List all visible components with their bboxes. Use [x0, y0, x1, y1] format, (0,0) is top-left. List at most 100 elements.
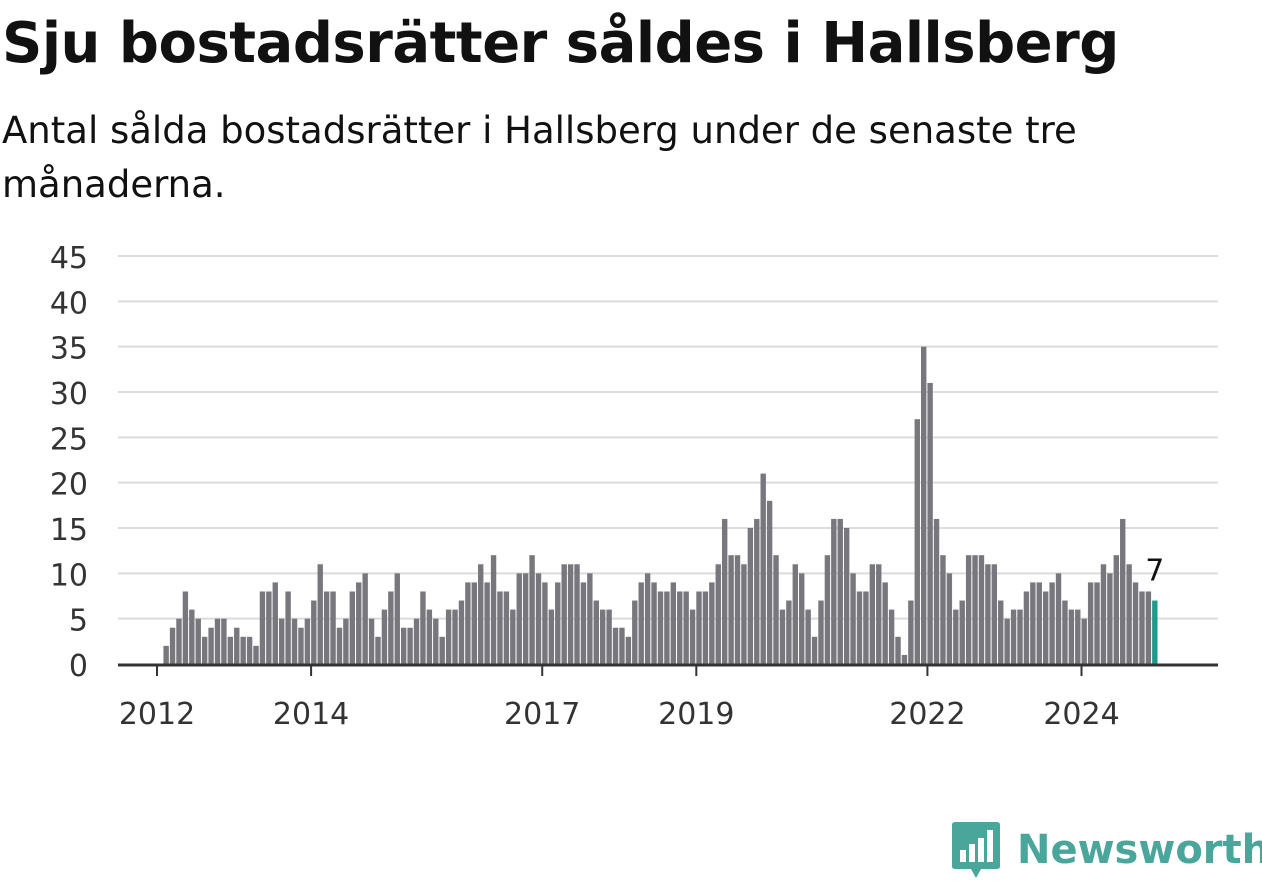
bar — [869, 564, 876, 664]
bar — [1010, 609, 1017, 664]
bar — [471, 582, 477, 664]
bar — [189, 609, 195, 664]
x-tick-label: 2012 — [119, 697, 195, 732]
bar — [1004, 618, 1010, 664]
bar — [747, 528, 754, 664]
bar — [311, 600, 317, 664]
bar — [927, 382, 933, 664]
bar — [323, 591, 330, 664]
bar — [221, 618, 227, 664]
bar — [317, 564, 323, 664]
bar — [670, 582, 677, 664]
bar — [632, 600, 638, 664]
bar — [998, 600, 1004, 664]
bar — [362, 573, 368, 664]
bar — [368, 618, 375, 664]
bar — [497, 591, 503, 664]
bar — [619, 627, 625, 664]
y-tick-label: 25 — [50, 422, 88, 457]
bar — [933, 518, 940, 664]
bar — [510, 609, 516, 664]
x-tick-label: 2017 — [504, 697, 580, 732]
bar — [259, 591, 266, 664]
bar — [246, 636, 253, 664]
bar — [439, 636, 445, 664]
bar — [234, 627, 240, 664]
bar — [1023, 591, 1030, 664]
bar — [253, 645, 259, 664]
bar — [445, 609, 452, 664]
bar — [702, 591, 709, 664]
bar — [1062, 600, 1068, 664]
bar — [587, 573, 593, 664]
bar — [484, 582, 490, 664]
bar — [696, 591, 702, 664]
bar — [336, 627, 343, 664]
bar — [689, 609, 696, 664]
bar — [921, 346, 927, 664]
bar — [741, 564, 747, 664]
bar — [734, 555, 741, 664]
bar — [285, 591, 291, 664]
bar — [388, 591, 394, 664]
bar — [888, 609, 895, 664]
bar — [1107, 573, 1113, 664]
x-axis — [118, 663, 1218, 676]
bar — [972, 555, 978, 664]
bar — [1081, 618, 1087, 664]
bar — [612, 627, 619, 664]
y-tick-label: 5 — [69, 604, 88, 639]
bar — [1036, 582, 1042, 664]
y-tick-label: 10 — [50, 558, 88, 593]
bar-chart-speech-bubble-icon — [952, 822, 1000, 878]
newsworthy-logo: Newsworthy — [951, 818, 1262, 882]
bar — [965, 555, 972, 664]
bar — [529, 555, 535, 664]
bar — [490, 555, 497, 664]
bar — [279, 618, 285, 664]
bar — [1100, 564, 1107, 664]
bar — [1055, 573, 1062, 664]
bar — [201, 636, 208, 664]
bar — [606, 609, 612, 664]
bar — [843, 528, 850, 664]
y-tick-label: 40 — [50, 286, 88, 321]
y-tick-label: 15 — [50, 513, 88, 548]
bar — [182, 591, 189, 664]
bar — [1126, 564, 1132, 664]
bar — [291, 618, 298, 664]
bar — [542, 582, 548, 664]
bar — [914, 419, 920, 664]
bar — [953, 609, 959, 664]
bar — [240, 636, 246, 664]
bar — [1145, 591, 1152, 664]
bar — [375, 636, 381, 664]
bar — [651, 582, 657, 664]
bar — [600, 609, 606, 664]
bar — [420, 591, 426, 664]
x-tick-label: 2022 — [889, 697, 965, 732]
bar — [895, 636, 901, 664]
bar — [959, 600, 965, 664]
bar — [946, 573, 953, 664]
bar — [799, 573, 805, 664]
bar-highlight — [1152, 600, 1158, 664]
bar — [940, 555, 946, 664]
bar — [452, 609, 458, 664]
bar — [593, 600, 599, 664]
bar — [824, 555, 831, 664]
bar — [811, 636, 818, 664]
bar — [214, 618, 221, 664]
bar — [304, 618, 311, 664]
bar — [413, 618, 420, 664]
bar — [516, 573, 522, 664]
bar — [985, 564, 991, 664]
y-tick-label: 0 — [69, 649, 88, 684]
bar — [644, 573, 651, 664]
bar — [625, 636, 632, 664]
bar — [664, 591, 670, 664]
bar — [548, 609, 555, 664]
bar — [1068, 609, 1075, 664]
bar — [1049, 582, 1055, 664]
